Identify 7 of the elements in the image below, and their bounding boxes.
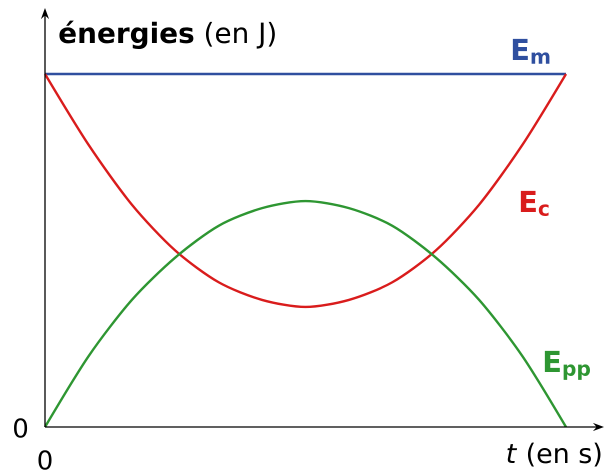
y-axis-title: énergies (en J) — [59, 20, 275, 50]
series-label: E$_{pp}$ — [544, 350, 590, 380]
x-axis-title: t (en s) — [507, 442, 600, 467]
text: 0 — [14, 418, 28, 438]
text: 0 — [38, 450, 52, 470]
series-label: E$_{m}$ — [512, 38, 550, 64]
series-label: E$_{c}$ — [520, 190, 549, 216]
